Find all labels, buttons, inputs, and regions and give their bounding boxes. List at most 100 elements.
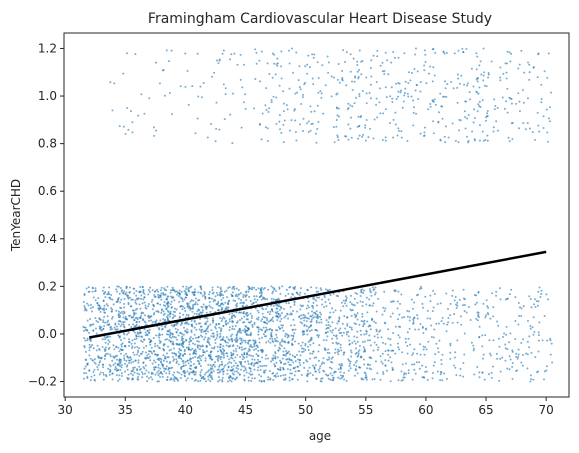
data-point xyxy=(189,371,192,374)
data-point xyxy=(119,352,122,355)
data-point xyxy=(381,313,384,316)
data-point xyxy=(225,322,228,325)
data-point xyxy=(282,366,285,369)
data-point xyxy=(164,338,167,341)
data-point xyxy=(337,329,340,332)
data-point xyxy=(165,333,168,336)
data-point xyxy=(100,326,103,329)
data-point xyxy=(237,297,240,300)
data-point xyxy=(110,294,113,297)
data-point xyxy=(337,368,340,371)
data-point xyxy=(221,347,224,350)
data-point xyxy=(411,307,414,310)
data-point xyxy=(260,291,263,294)
data-point xyxy=(369,328,372,331)
data-point xyxy=(98,373,101,376)
data-point xyxy=(371,378,374,381)
data-point xyxy=(189,286,192,289)
data-point xyxy=(482,353,485,356)
data-point xyxy=(327,71,330,74)
data-point xyxy=(124,315,127,318)
data-point xyxy=(271,357,274,360)
data-point xyxy=(510,102,513,105)
data-point xyxy=(130,316,133,319)
data-point xyxy=(157,363,160,366)
data-point xyxy=(537,334,540,337)
data-point xyxy=(209,357,212,360)
data-point xyxy=(139,297,142,300)
data-point xyxy=(404,341,407,344)
data-point xyxy=(157,366,160,369)
data-point xyxy=(445,51,448,54)
data-point xyxy=(301,333,304,336)
data-point xyxy=(243,301,246,304)
data-point xyxy=(121,289,124,292)
data-point xyxy=(295,353,298,356)
data-point xyxy=(306,380,309,383)
data-point xyxy=(276,64,279,67)
data-point xyxy=(207,378,210,381)
data-point xyxy=(315,310,318,313)
data-point xyxy=(426,378,429,381)
data-point xyxy=(387,337,390,340)
data-point xyxy=(469,318,472,321)
data-point xyxy=(200,355,203,358)
data-point xyxy=(211,292,214,295)
data-point xyxy=(317,77,320,80)
data-point xyxy=(478,64,481,67)
x-tick-label: 40 xyxy=(178,403,193,417)
data-point xyxy=(186,370,189,373)
data-point xyxy=(245,290,248,293)
data-point xyxy=(489,317,492,320)
data-point xyxy=(92,323,95,326)
data-point xyxy=(107,339,110,342)
data-point xyxy=(413,368,416,371)
data-point xyxy=(260,348,263,351)
data-point xyxy=(440,105,443,108)
data-point xyxy=(135,289,138,292)
data-point xyxy=(150,346,153,349)
data-point xyxy=(372,137,375,140)
data-point xyxy=(526,340,529,343)
data-point xyxy=(88,343,91,346)
data-point xyxy=(201,345,204,348)
data-point xyxy=(384,350,387,353)
data-point xyxy=(350,351,353,354)
scatter-points xyxy=(82,47,554,383)
data-point xyxy=(460,74,463,77)
data-point xyxy=(319,315,322,318)
data-point xyxy=(487,373,490,376)
data-point xyxy=(133,366,136,369)
data-point xyxy=(290,359,293,362)
data-point xyxy=(163,367,166,370)
data-point xyxy=(247,290,250,293)
data-point xyxy=(507,136,510,139)
data-point xyxy=(354,76,357,79)
data-point xyxy=(168,92,171,95)
data-point xyxy=(538,130,541,133)
data-point xyxy=(134,308,137,311)
data-point xyxy=(369,325,372,328)
data-point xyxy=(368,367,371,370)
data-point xyxy=(273,363,276,366)
data-point xyxy=(152,336,155,339)
data-point xyxy=(320,321,323,324)
data-point xyxy=(217,309,220,312)
data-point xyxy=(310,320,313,323)
data-point xyxy=(384,86,387,89)
data-point xyxy=(217,322,220,325)
data-point xyxy=(432,364,435,367)
data-point xyxy=(503,332,506,335)
data-point xyxy=(217,304,220,307)
data-point xyxy=(438,339,441,342)
data-point xyxy=(348,365,351,367)
data-point xyxy=(250,354,253,357)
data-point xyxy=(241,341,244,344)
data-point xyxy=(383,309,386,312)
data-point xyxy=(374,291,377,294)
data-point xyxy=(362,325,365,328)
data-point xyxy=(158,334,161,337)
y-tick-label: 0.6 xyxy=(38,184,57,198)
data-point xyxy=(392,332,395,335)
data-point xyxy=(184,52,187,55)
